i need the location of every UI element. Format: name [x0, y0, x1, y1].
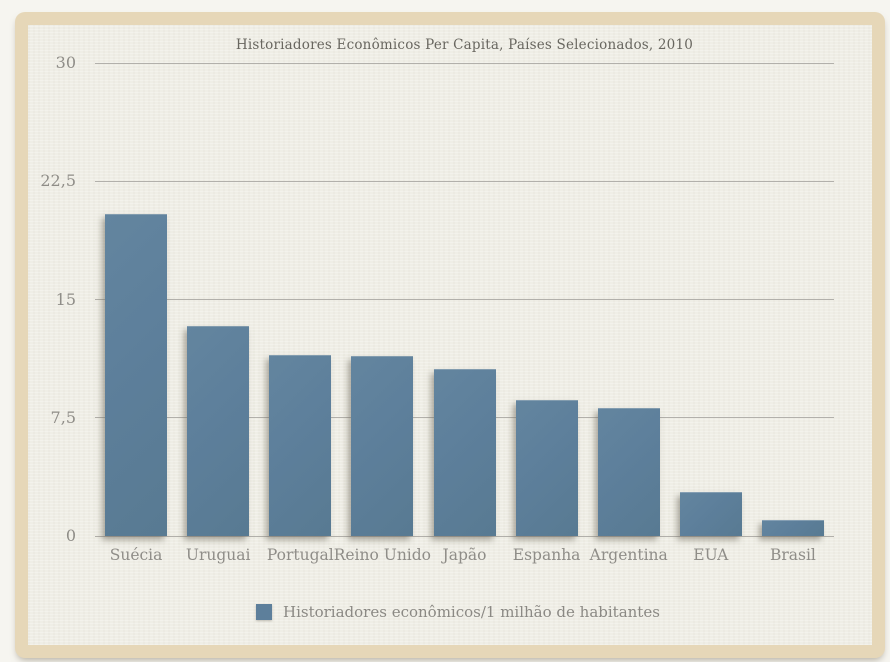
bar-portugal	[269, 355, 332, 536]
bar-espanha	[515, 400, 578, 536]
plot-area: 0 7,5 15 22,5 30 Suécia Uruguai Portugal Reino U…	[40, 53, 834, 564]
bar-uruguai	[187, 326, 250, 536]
y-tick-label: 22,5	[40, 171, 76, 191]
bar-japão	[433, 369, 496, 536]
bar-brasil	[761, 520, 824, 536]
x-tick-label: Uruguai	[185, 546, 251, 564]
chart-title: Historiadores Econômicos Per Capita, Paí…	[235, 37, 694, 53]
y-tick-label: 7,5	[50, 407, 76, 427]
bar-eua	[679, 492, 742, 536]
y-tick-label: 30	[55, 53, 76, 72]
gridline	[95, 180, 834, 182]
bar-argentina	[597, 408, 660, 536]
x-tick-label: Brasil	[769, 546, 816, 564]
chart-paper-background: Historiadores Econômicos Per Capita, Paí…	[28, 25, 872, 645]
gridline	[95, 535, 834, 537]
slide-frame: Historiadores Econômicos Per Capita, Paí…	[15, 12, 885, 658]
gridline	[95, 299, 834, 300]
legend: Historiadores econômicos/1 milhão de hab…	[256, 603, 660, 621]
x-tick-label: EUA	[693, 546, 729, 564]
x-tick-label: Espanha	[512, 546, 581, 564]
y-tick-label: 0	[65, 526, 76, 545]
legend-label: Historiadores econômicos/1 milhão de hab…	[283, 603, 660, 621]
x-tick-label: Reino Unido	[333, 546, 432, 564]
bar-reino-unido	[351, 356, 414, 536]
x-tick-label: Japão	[442, 546, 487, 564]
bar-suécia	[105, 214, 168, 536]
x-tick-label: Suécia	[109, 546, 163, 564]
legend-swatch	[256, 604, 272, 620]
y-tick-label: 15	[55, 289, 76, 309]
x-tick-label: Argentina	[589, 546, 668, 564]
x-tick-label: Portugal	[266, 546, 334, 564]
gridline	[95, 62, 834, 64]
